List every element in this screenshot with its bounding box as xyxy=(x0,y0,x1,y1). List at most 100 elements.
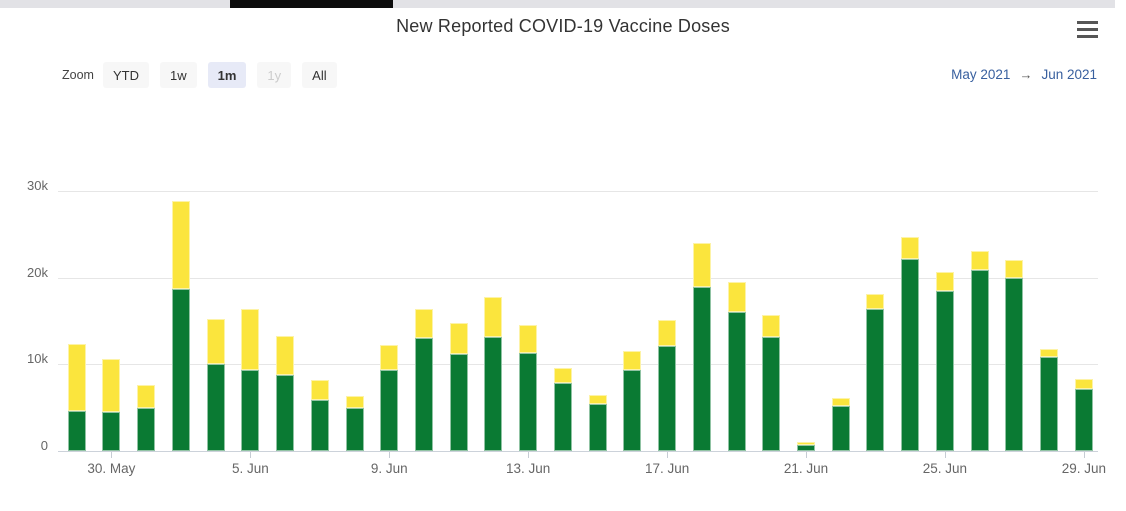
bar-30-may[interactable] xyxy=(102,359,121,451)
bar-segment-yellow xyxy=(67,343,86,412)
range-button-all[interactable]: All xyxy=(302,62,337,88)
bar-19-jun[interactable] xyxy=(727,282,746,451)
bar-segment-green xyxy=(380,369,399,451)
x-axis-label: 13. Jun xyxy=(506,461,551,476)
bar-5-jun[interactable] xyxy=(241,309,260,451)
x-axis-tick xyxy=(111,452,113,458)
top-progress-fill xyxy=(230,0,393,8)
range-button-1m[interactable]: 1m xyxy=(207,62,247,88)
bar-12-jun[interactable] xyxy=(484,296,503,451)
bar-27-jun[interactable] xyxy=(1005,259,1024,451)
bar-6-jun[interactable] xyxy=(276,335,295,451)
plot-area xyxy=(58,130,1098,452)
bar-segment-green xyxy=(727,312,746,451)
bar-segment-yellow xyxy=(484,296,503,337)
bar-segment-green xyxy=(310,399,329,451)
bar-segment-yellow xyxy=(935,271,954,291)
bar-segment-green xyxy=(588,404,607,451)
bar-segment-green xyxy=(831,405,850,451)
bar-8-jun[interactable] xyxy=(345,395,364,451)
chart-title: New Reported COVID-19 Vaccine Doses xyxy=(396,16,730,36)
x-axis-tick xyxy=(667,452,669,458)
bar-segment-yellow xyxy=(137,385,156,408)
bar-9-jun[interactable] xyxy=(380,345,399,451)
bar-segment-green xyxy=(970,270,989,451)
gridline xyxy=(58,364,1098,366)
range-to-input[interactable]: Jun 2021 xyxy=(1041,67,1097,82)
bar-segment-green xyxy=(484,336,503,451)
bar-14-jun[interactable] xyxy=(553,367,572,451)
bar-segment-yellow xyxy=(1005,259,1024,278)
bar-segment-yellow xyxy=(553,367,572,383)
bar-segment-green xyxy=(67,411,86,451)
bar-segment-green xyxy=(935,290,954,451)
x-axis-label: 25. Jun xyxy=(922,461,968,476)
range-buttons: YTD 1w 1m 1y All xyxy=(103,62,337,88)
bar-segment-yellow xyxy=(797,442,816,445)
range-from-input[interactable]: May 2021 xyxy=(951,67,1011,82)
bar-segment-yellow xyxy=(345,395,364,408)
bar-segment-yellow xyxy=(380,345,399,370)
bar-26-jun[interactable] xyxy=(970,250,989,451)
bar-segment-green xyxy=(449,354,468,451)
bar-segment-green xyxy=(137,407,156,451)
bar-15-jun[interactable] xyxy=(588,394,607,451)
bar-17-jun[interactable] xyxy=(658,320,677,451)
bar-25-jun[interactable] xyxy=(935,271,954,451)
hamburger-icon[interactable] xyxy=(1077,21,1098,39)
bar-2-jun[interactable] xyxy=(206,319,225,451)
bar-segment-yellow xyxy=(276,335,295,375)
bar-segment-yellow xyxy=(727,282,746,313)
bar-segment-yellow xyxy=(762,315,781,337)
bar-segment-yellow xyxy=(102,359,121,413)
bar-29-may[interactable] xyxy=(67,343,86,451)
bar-segment-green xyxy=(1040,356,1059,451)
x-axis-tick xyxy=(944,452,946,458)
bar-24-jun[interactable] xyxy=(901,237,920,451)
bar-21-jun[interactable] xyxy=(797,442,816,451)
top-progress-track xyxy=(0,0,1115,8)
bar-16-jun[interactable] xyxy=(623,350,642,451)
bar-segment-yellow xyxy=(449,322,468,355)
bar-18-jun[interactable] xyxy=(692,243,711,451)
x-axis-tick xyxy=(806,452,808,458)
bar-segment-yellow xyxy=(1040,348,1059,357)
x-axis-label: 5. Jun xyxy=(231,461,269,476)
bar-10-jun[interactable] xyxy=(415,309,433,451)
bar-segment-green xyxy=(1005,277,1024,451)
bar-segment-yellow xyxy=(206,319,225,364)
bar-segment-green xyxy=(519,353,538,451)
bar-segment-green xyxy=(171,289,190,451)
bar-11-jun[interactable] xyxy=(449,322,468,451)
bar-segment-green xyxy=(797,444,816,451)
x-axis-tick xyxy=(250,452,252,458)
range-display: May 2021 → Jun 2021 xyxy=(951,67,1097,82)
zoom-label: Zoom xyxy=(62,68,94,82)
bar-segment-yellow xyxy=(831,398,850,406)
x-axis-label: 21. Jun xyxy=(783,461,829,476)
bar-segment-yellow xyxy=(415,309,433,338)
bar-22-jun[interactable] xyxy=(831,398,850,451)
range-button-1w[interactable]: 1w xyxy=(160,62,197,88)
bar-1-jun[interactable] xyxy=(171,200,190,451)
bar-20-jun[interactable] xyxy=(762,315,781,451)
bar-28-jun[interactable] xyxy=(1040,348,1059,451)
gridline xyxy=(58,191,1098,193)
bar-segment-green xyxy=(415,337,433,451)
bar-segment-yellow xyxy=(970,250,989,271)
bar-31-may[interactable] xyxy=(137,385,156,451)
bar-13-jun[interactable] xyxy=(519,325,538,451)
bar-segment-yellow xyxy=(692,243,711,288)
bar-7-jun[interactable] xyxy=(310,380,329,451)
y-axis-label: 20k xyxy=(27,264,48,280)
bar-segment-yellow xyxy=(658,320,677,347)
bar-segment-green xyxy=(206,363,225,451)
bar-segment-green xyxy=(901,258,920,451)
bar-29-jun[interactable] xyxy=(1074,379,1093,451)
hamburger-bar xyxy=(1077,28,1098,31)
bar-segment-green xyxy=(658,346,677,451)
bar-23-jun[interactable] xyxy=(866,294,885,451)
range-button-1y: 1y xyxy=(257,62,292,88)
bar-segment-yellow xyxy=(866,294,885,309)
range-button-ytd[interactable]: YTD xyxy=(103,62,149,88)
